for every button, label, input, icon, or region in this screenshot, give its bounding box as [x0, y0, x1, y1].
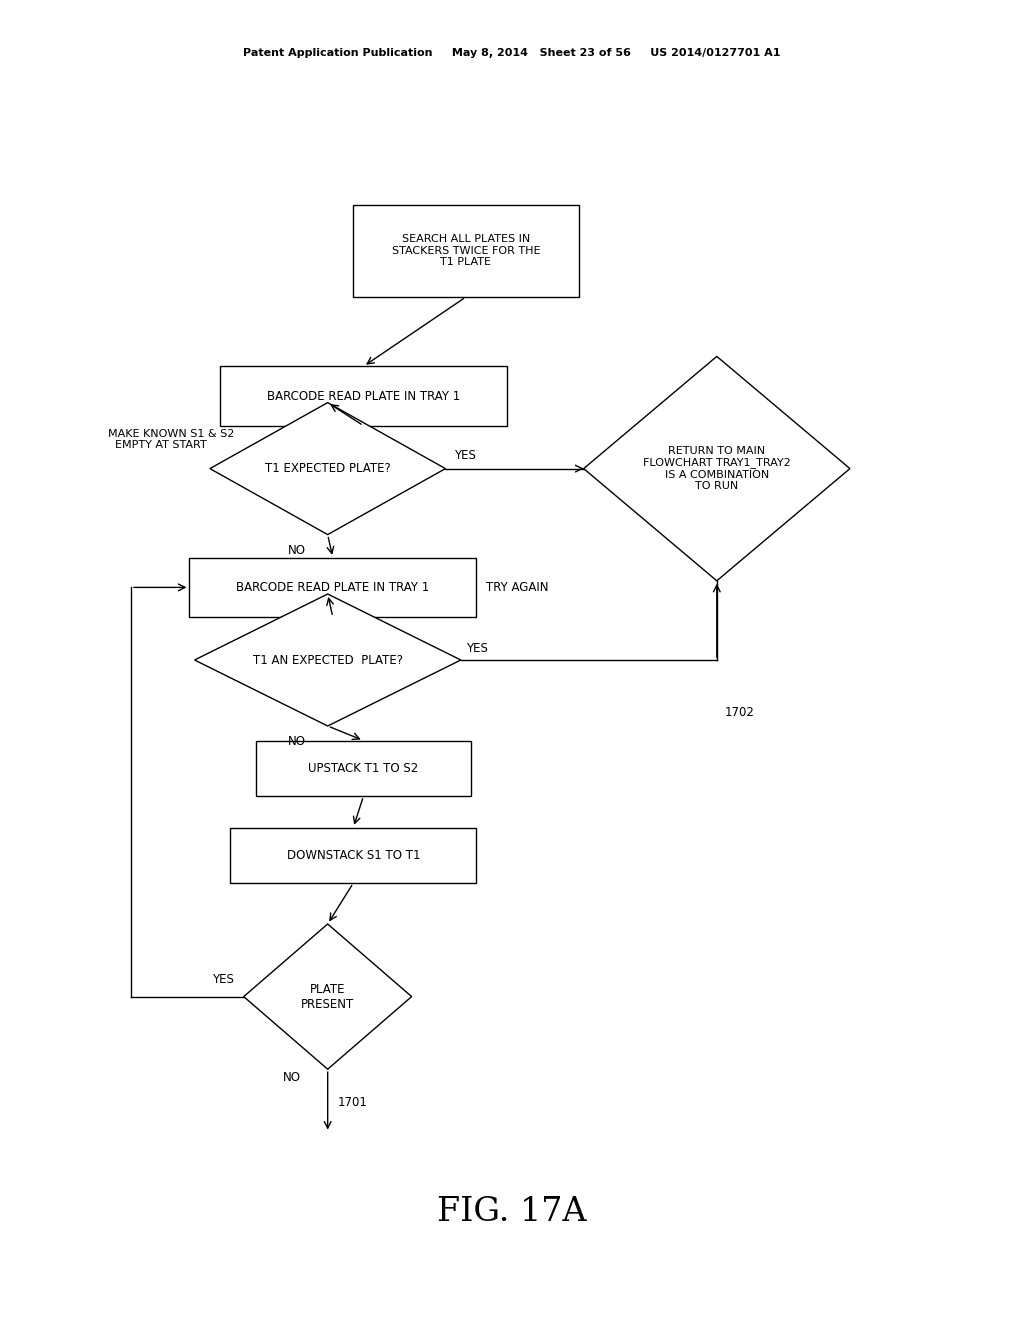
Polygon shape — [195, 594, 461, 726]
Text: PLATE
PRESENT: PLATE PRESENT — [301, 982, 354, 1011]
FancyBboxPatch shape — [256, 741, 471, 796]
Text: TRY AGAIN: TRY AGAIN — [486, 581, 549, 594]
Text: SEARCH ALL PLATES IN
STACKERS TWICE FOR THE
T1 PLATE: SEARCH ALL PLATES IN STACKERS TWICE FOR … — [391, 234, 541, 268]
Text: YES: YES — [454, 449, 475, 462]
Text: BARCODE READ PLATE IN TRAY 1: BARCODE READ PLATE IN TRAY 1 — [267, 389, 460, 403]
Text: DOWNSTACK S1 TO T1: DOWNSTACK S1 TO T1 — [287, 849, 420, 862]
Text: 1702: 1702 — [725, 706, 755, 719]
Polygon shape — [244, 924, 412, 1069]
Text: FIG. 17A: FIG. 17A — [437, 1196, 587, 1228]
Text: 1701: 1701 — [338, 1096, 368, 1109]
Text: Patent Application Publication     May 8, 2014   Sheet 23 of 56     US 2014/0127: Patent Application Publication May 8, 20… — [244, 48, 780, 58]
FancyBboxPatch shape — [230, 828, 476, 883]
Text: UPSTACK T1 TO S2: UPSTACK T1 TO S2 — [308, 762, 419, 775]
Text: T1 EXPECTED PLATE?: T1 EXPECTED PLATE? — [265, 462, 390, 475]
FancyBboxPatch shape — [189, 557, 476, 616]
Text: BARCODE READ PLATE IN TRAY 1: BARCODE READ PLATE IN TRAY 1 — [237, 581, 429, 594]
Text: NO: NO — [283, 1071, 301, 1084]
Text: MAKE KNOWN S1 & S2
  EMPTY AT START: MAKE KNOWN S1 & S2 EMPTY AT START — [108, 429, 233, 450]
FancyBboxPatch shape — [220, 366, 507, 425]
Polygon shape — [584, 356, 850, 581]
Text: YES: YES — [212, 973, 233, 986]
Text: NO: NO — [288, 735, 306, 748]
Text: YES: YES — [466, 642, 487, 655]
Text: T1 AN EXPECTED  PLATE?: T1 AN EXPECTED PLATE? — [253, 653, 402, 667]
Polygon shape — [210, 403, 445, 535]
FancyBboxPatch shape — [353, 205, 579, 297]
Text: NO: NO — [288, 544, 306, 557]
Text: RETURN TO MAIN
FLOWCHART TRAY1_TRAY2
IS A COMBINATION
TO RUN: RETURN TO MAIN FLOWCHART TRAY1_TRAY2 IS … — [643, 446, 791, 491]
